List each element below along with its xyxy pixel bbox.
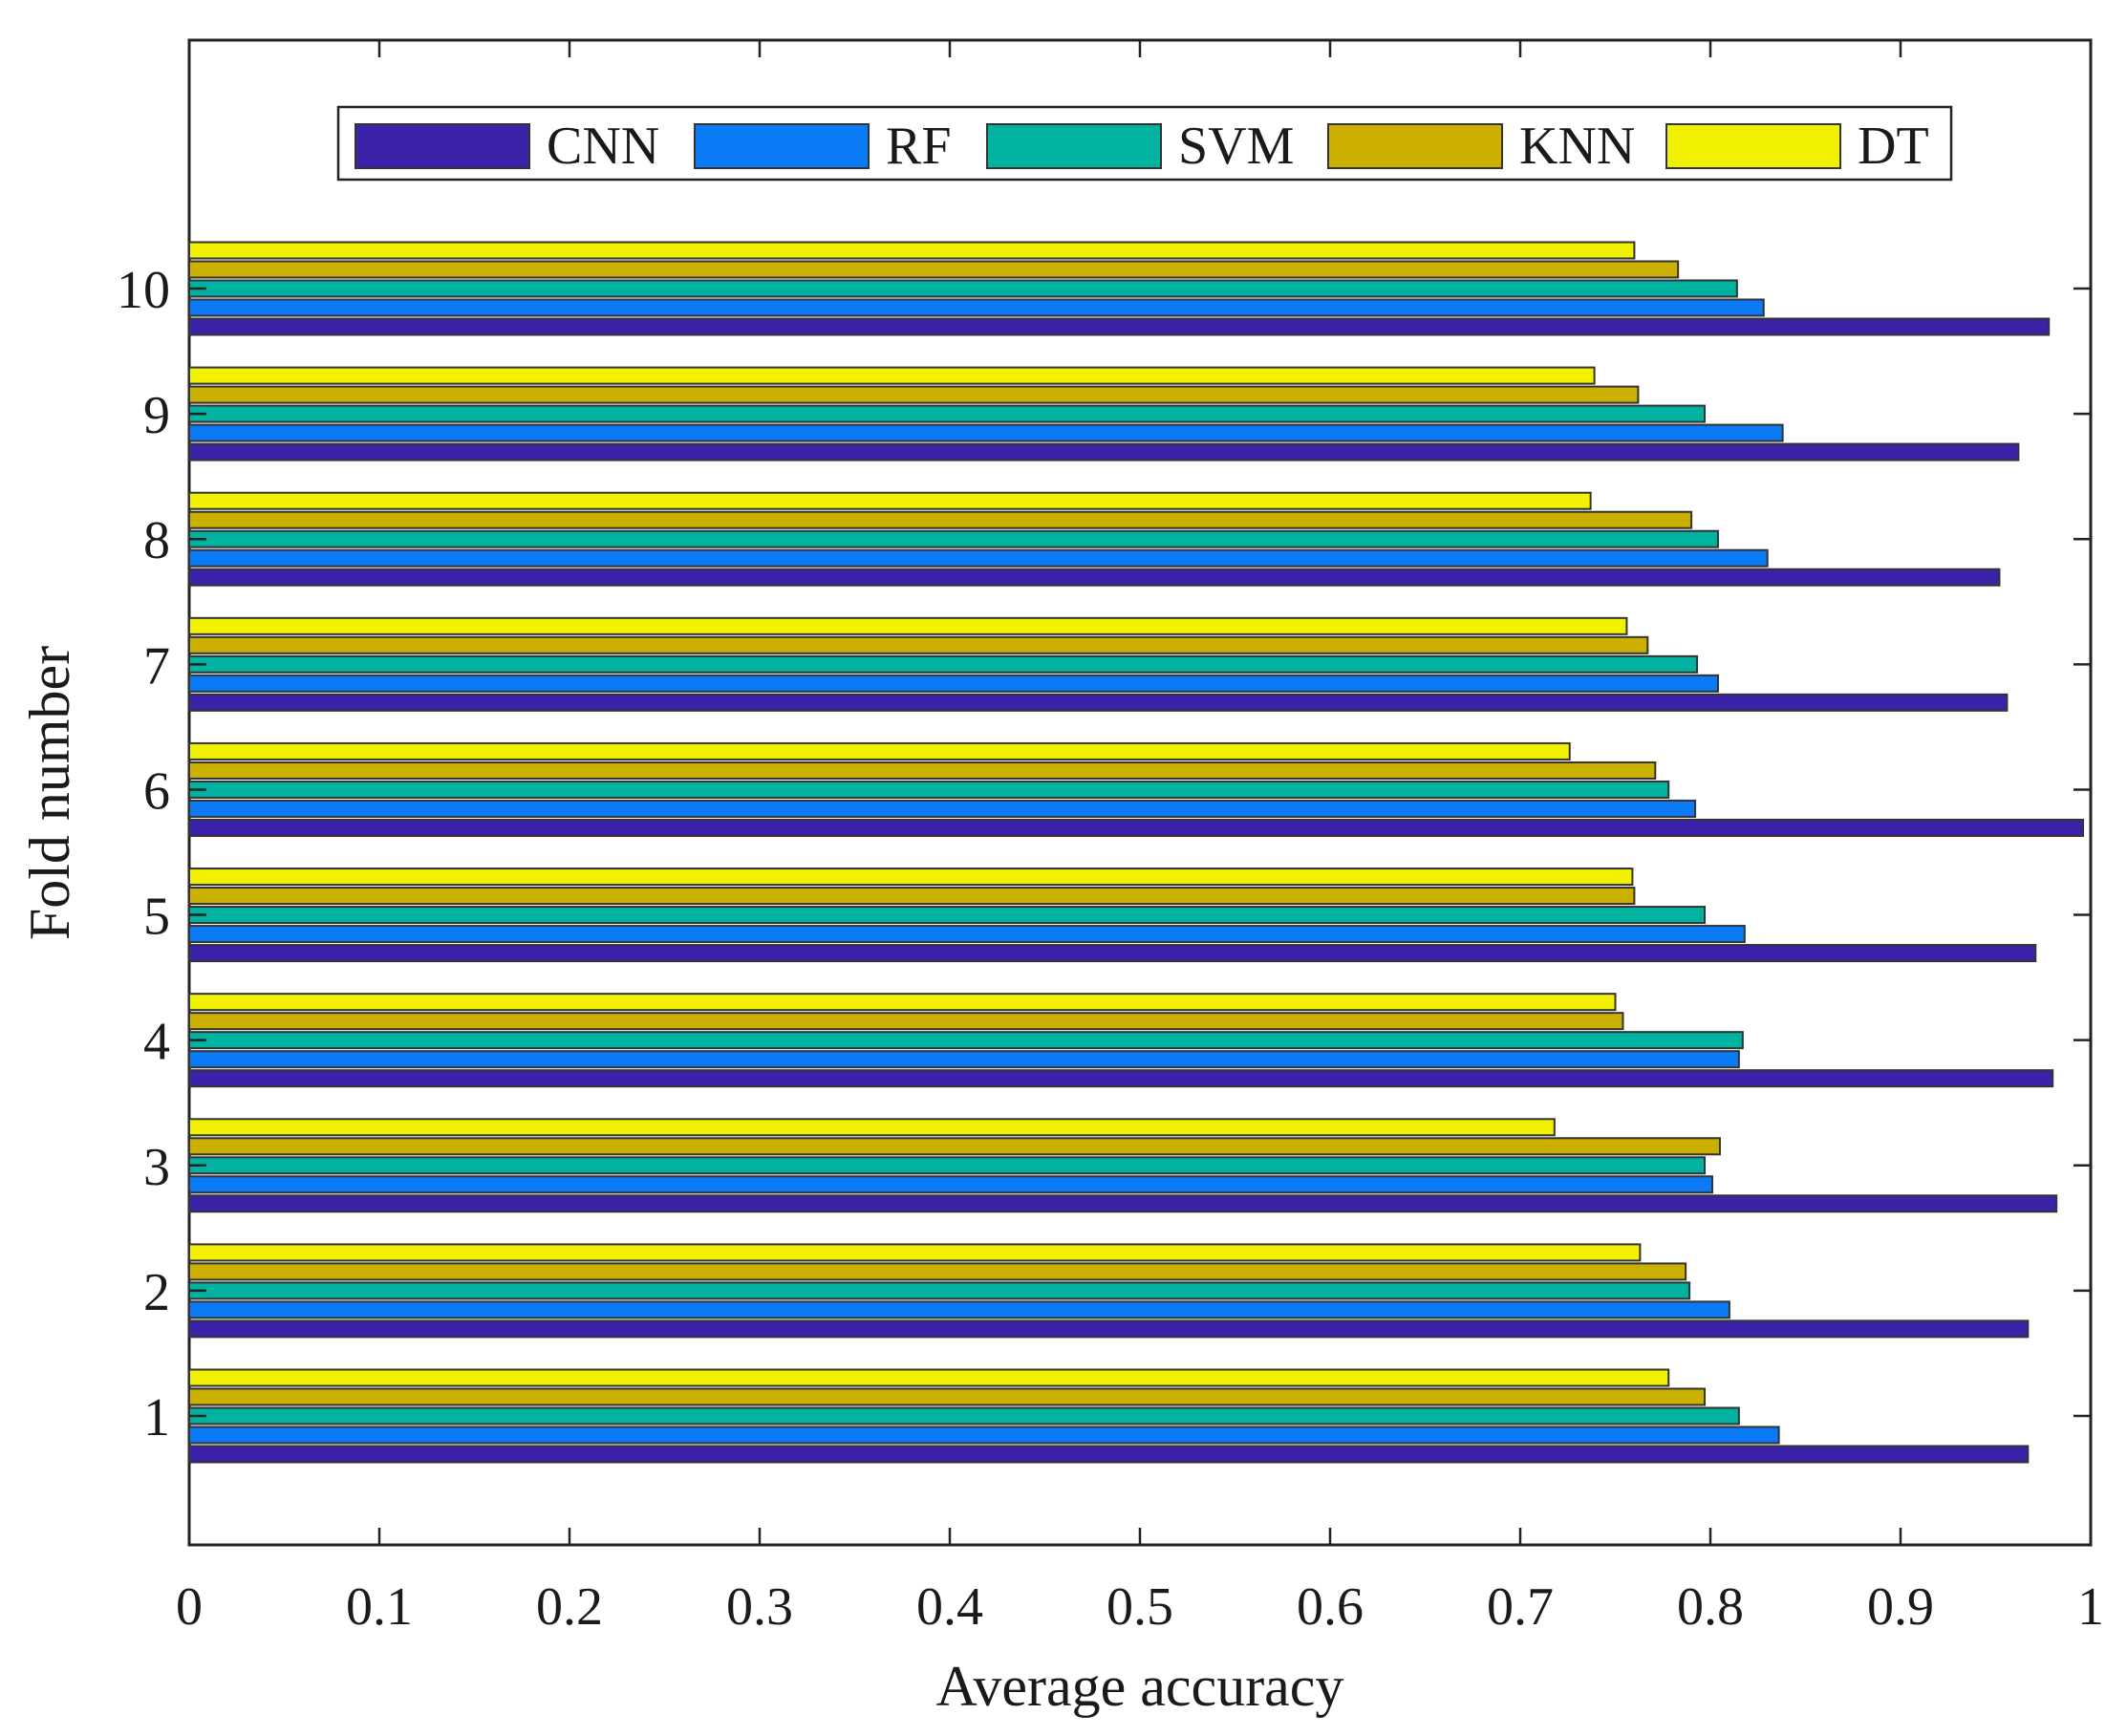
bar-svm-fold-6 — [188, 780, 1670, 799]
bars — [188, 241, 2085, 1464]
bar-rf-fold-10 — [188, 298, 1765, 317]
x-tick-label: 0.8 — [1677, 1577, 1744, 1637]
y-tick-label: 1 — [143, 1388, 170, 1447]
legend-swatch-svm — [986, 123, 1162, 169]
bar-rf-fold-8 — [188, 548, 1769, 568]
y-tick-label: 6 — [143, 761, 170, 821]
legend-swatch-knn — [1327, 123, 1503, 169]
legend-label-svm: SVM — [1178, 117, 1294, 176]
bar-rf-fold-9 — [188, 423, 1784, 442]
x-tick-label: 0.1 — [346, 1577, 413, 1637]
bar-rf-fold-7 — [188, 674, 1719, 693]
bar-cnn-fold-7 — [188, 693, 2009, 712]
bar-svm-fold-9 — [188, 404, 1707, 423]
bar-dt-fold-6 — [188, 741, 1571, 761]
x-tick-label: 0.6 — [1297, 1577, 1364, 1637]
bar-knn-fold-4 — [188, 1012, 1624, 1031]
x-tick-label: 0.7 — [1487, 1577, 1554, 1637]
bar-cnn-fold-1 — [188, 1445, 2030, 1464]
x-tick-label: 0.5 — [1106, 1577, 1173, 1637]
bar-knn-fold-8 — [188, 510, 1693, 529]
bar-knn-fold-3 — [188, 1137, 1721, 1156]
x-tick-label: 0.3 — [726, 1577, 793, 1637]
bar-svm-fold-3 — [188, 1156, 1707, 1175]
bar-rf-fold-4 — [188, 1050, 1740, 1069]
bar-svm-fold-1 — [188, 1406, 1740, 1425]
bar-knn-fold-2 — [188, 1262, 1687, 1281]
bar-dt-fold-8 — [188, 491, 1592, 510]
bar-rf-fold-5 — [188, 925, 1746, 944]
legend-swatch-rf — [694, 123, 870, 169]
bar-cnn-fold-10 — [188, 317, 2051, 336]
bar-rf-fold-2 — [188, 1300, 1730, 1319]
bar-rf-fold-1 — [188, 1425, 1780, 1445]
y-tick-label: 10 — [117, 261, 170, 320]
bar-cnn-fold-8 — [188, 568, 2001, 587]
bar-knn-fold-1 — [188, 1387, 1707, 1406]
x-tick-label: 0.4 — [916, 1577, 983, 1637]
legend-label-cnn: CNN — [547, 117, 659, 176]
bar-cnn-fold-4 — [188, 1069, 2054, 1088]
bar-knn-fold-7 — [188, 635, 1649, 654]
y-tick-label: 8 — [143, 511, 170, 570]
bar-dt-fold-5 — [188, 868, 1634, 887]
legend-swatch-dt — [1665, 123, 1841, 169]
bar-cnn-fold-6 — [188, 818, 2085, 837]
y-tick-label: 5 — [143, 888, 170, 947]
bar-cnn-fold-9 — [188, 442, 2020, 461]
bar-svm-fold-5 — [188, 906, 1707, 925]
bar-knn-fold-9 — [188, 385, 1640, 404]
y-axis-title: Fold number — [18, 646, 81, 940]
bar-svm-fold-8 — [188, 529, 1719, 548]
x-axis-title: Average accuracy — [936, 1655, 1344, 1718]
bar-dt-fold-3 — [188, 1118, 1556, 1137]
bar-dt-fold-9 — [188, 366, 1596, 385]
legend-label-knn: KNN — [1519, 117, 1635, 176]
bar-rf-fold-6 — [188, 799, 1697, 818]
bar-svm-fold-4 — [188, 1031, 1744, 1050]
bar-knn-fold-10 — [188, 260, 1680, 279]
bar-dt-fold-4 — [188, 993, 1617, 1012]
bar-dt-fold-10 — [188, 241, 1636, 260]
bar-dt-fold-1 — [188, 1368, 1670, 1387]
bar-dt-fold-2 — [188, 1243, 1642, 1262]
legend-swatch-cnn — [354, 123, 530, 169]
bar-cnn-fold-3 — [188, 1194, 2058, 1213]
x-tick-label: 0.2 — [536, 1577, 603, 1637]
bar-svm-fold-7 — [188, 654, 1699, 674]
y-tick-label: 2 — [143, 1263, 170, 1322]
y-tick-label: 4 — [143, 1013, 170, 1072]
legend-label-dt: DT — [1858, 117, 1929, 176]
bar-knn-fold-6 — [188, 761, 1657, 780]
legend: CNN RF SVM KNN DT — [336, 105, 1953, 182]
bar-dt-fold-7 — [188, 616, 1628, 635]
y-tick-label: 3 — [143, 1138, 170, 1197]
x-tick-label: 0.9 — [1867, 1577, 1934, 1637]
y-tick-label: 9 — [143, 386, 170, 445]
x-tick-label: 1 — [2077, 1577, 2104, 1637]
x-tick-label: 0 — [176, 1577, 203, 1637]
legend-label-rf: RF — [886, 117, 952, 176]
bar-knn-fold-5 — [188, 887, 1636, 906]
bar-cnn-fold-2 — [188, 1319, 2030, 1339]
bar-svm-fold-2 — [188, 1281, 1691, 1300]
bar-cnn-fold-5 — [188, 944, 2037, 963]
bar-rf-fold-3 — [188, 1175, 1713, 1194]
y-tick-label: 7 — [143, 636, 170, 696]
bar-svm-fold-10 — [188, 279, 1738, 298]
axis-ticks: 0 0.1 0.2 0.3 0.4 0.5 0.6 0.7 0.8 0.9 1 1 2 3 4 5 6 7 8 9 10 — [117, 40, 2104, 1637]
